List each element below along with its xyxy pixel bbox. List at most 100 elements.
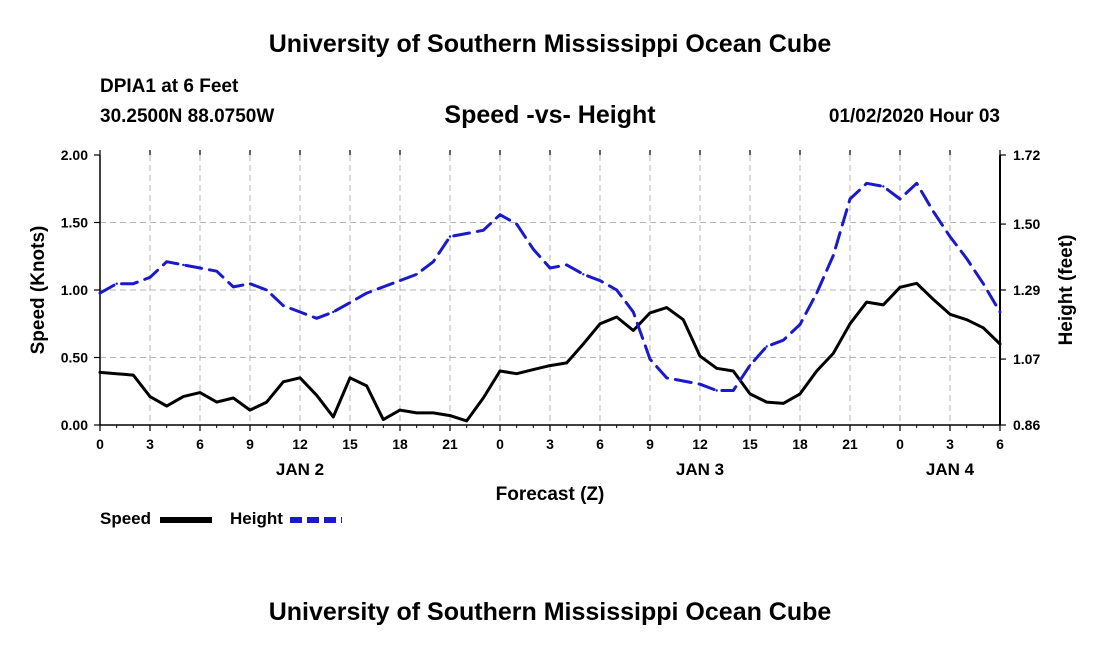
data-point-speed [698, 354, 702, 358]
data-point-speed [182, 395, 185, 398]
data-point-speed [565, 361, 568, 365]
data-point-height [665, 376, 668, 380]
data-point-height [248, 282, 252, 285]
data-point-speed [765, 400, 768, 404]
data-point-height [748, 364, 752, 367]
data-point-height [315, 317, 318, 320]
x-tick-label: 6 [196, 436, 204, 452]
data-point-speed [248, 408, 252, 412]
legend-label-speed: Speed [100, 509, 152, 528]
data-point-speed [865, 300, 868, 304]
data-point-height [698, 383, 702, 386]
data-point-speed [915, 282, 918, 285]
data-point-speed [265, 400, 268, 404]
y-left-axis-title: Speed (Knots) [28, 226, 49, 355]
x-tick-label: 12 [292, 436, 308, 452]
data-point-height [298, 310, 302, 314]
data-point-height [998, 310, 1002, 314]
data-point-height [115, 282, 118, 285]
data-point-speed [298, 376, 302, 379]
data-point-height [598, 279, 602, 282]
x-axis-title: Forecast (Z) [496, 484, 605, 505]
data-point-height [282, 304, 285, 307]
data-point-speed [165, 404, 168, 408]
y-right-tick-label: 0.86 [1013, 417, 1040, 433]
y-left-tick-label: 0.50 [61, 350, 88, 366]
data-point-speed [815, 369, 818, 373]
x-tick-label: 9 [246, 436, 254, 452]
data-point-height [865, 182, 868, 185]
data-point-height [798, 323, 802, 326]
data-point-height [398, 279, 402, 282]
data-point-height [365, 291, 368, 295]
data-point-height [582, 273, 585, 276]
data-point-speed [482, 396, 485, 400]
day-label: JAN 3 [676, 460, 724, 479]
x-tick-label: 15 [342, 436, 358, 452]
data-point-height [215, 270, 218, 273]
data-point-height [98, 291, 102, 295]
data-point-speed [782, 402, 785, 405]
day-label: JAN 4 [926, 460, 975, 479]
data-point-speed [448, 414, 452, 417]
data-point-speed [348, 376, 352, 379]
x-tick-label: 3 [946, 436, 954, 452]
data-point-height [848, 197, 852, 201]
x-tick-label: 21 [442, 436, 458, 452]
chart-title: Speed -vs- Height [444, 101, 656, 129]
data-point-height [232, 285, 235, 289]
data-point-height [782, 339, 785, 342]
data-point-height [182, 263, 185, 267]
y-left-tick-label: 1.00 [61, 282, 88, 298]
data-point-height [965, 257, 968, 260]
station-coordinates: 30.2500N 88.0750W [100, 106, 275, 127]
data-point-speed [582, 342, 585, 346]
data-point-speed [365, 384, 368, 388]
data-point-speed [98, 371, 102, 374]
data-point-speed [965, 318, 968, 321]
y-left-tick-label: 0.00 [61, 417, 88, 433]
x-tick-label: 0 [896, 436, 904, 452]
data-point-speed [382, 418, 385, 421]
data-point-height [932, 210, 935, 213]
data-point-height [198, 266, 202, 270]
page-title-top: University of Southern Mississippi Ocean… [268, 30, 832, 58]
data-point-height [415, 273, 418, 276]
data-point-speed [132, 373, 135, 377]
data-point-speed [332, 415, 335, 419]
x-tick-label: 18 [792, 436, 808, 452]
x-tick-label: 3 [546, 436, 554, 452]
data-point-speed [732, 369, 735, 373]
y-left-tick-label: 1.50 [61, 215, 88, 231]
y-right-tick-label: 1.50 [1013, 216, 1040, 232]
data-point-height [148, 276, 152, 279]
data-point-speed [665, 306, 668, 309]
data-point-speed [648, 311, 652, 315]
data-point-speed [282, 380, 285, 383]
data-point-height [632, 310, 635, 314]
data-point-speed [748, 392, 752, 396]
data-point-height [565, 263, 568, 267]
data-point-height [348, 301, 352, 304]
data-point-speed [215, 400, 218, 404]
data-point-height [548, 266, 552, 270]
data-point-height [432, 260, 435, 263]
data-point-height [465, 232, 468, 235]
data-point-height [532, 248, 535, 251]
x-tick-label: 3 [146, 436, 154, 452]
data-point-speed [882, 303, 885, 307]
x-tick-label: 15 [742, 436, 758, 452]
data-point-speed [932, 298, 935, 301]
data-point-height [615, 288, 618, 292]
data-point-speed [532, 368, 535, 371]
day-label: JAN 2 [276, 460, 324, 479]
legend-label-height: Height [230, 509, 283, 528]
x-tick-label: 0 [96, 436, 104, 452]
data-point-speed [515, 372, 518, 375]
data-point-height [832, 254, 835, 257]
x-tick-label: 6 [996, 436, 1004, 452]
x-tick-label: 12 [692, 436, 708, 452]
data-point-height [648, 357, 652, 361]
data-point-speed [632, 329, 635, 332]
